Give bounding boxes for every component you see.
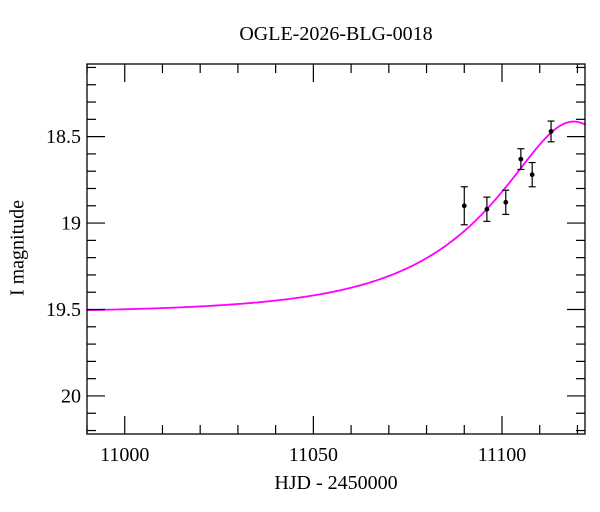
y-tick-label: 19.5 bbox=[46, 299, 81, 321]
plot-frame bbox=[86, 63, 586, 435]
data-point bbox=[503, 199, 509, 205]
y-tick-label: 18.5 bbox=[46, 126, 81, 148]
x-tick-label: 11100 bbox=[478, 444, 527, 466]
x-tick-label: 11000 bbox=[100, 444, 149, 466]
y-tick-label: 20 bbox=[61, 385, 81, 407]
chart-title: OGLE-2026-BLG-0018 bbox=[239, 23, 433, 45]
data-point bbox=[484, 206, 490, 212]
data-point bbox=[518, 156, 524, 162]
x-tick-label: 11050 bbox=[289, 444, 338, 466]
data-point bbox=[548, 129, 554, 134]
data-point bbox=[461, 203, 467, 209]
y-tick-label: 19 bbox=[61, 213, 81, 235]
data-point bbox=[529, 172, 535, 178]
model-curve bbox=[86, 120, 586, 312]
x-axis-label: HJD - 2450000 bbox=[274, 472, 398, 494]
